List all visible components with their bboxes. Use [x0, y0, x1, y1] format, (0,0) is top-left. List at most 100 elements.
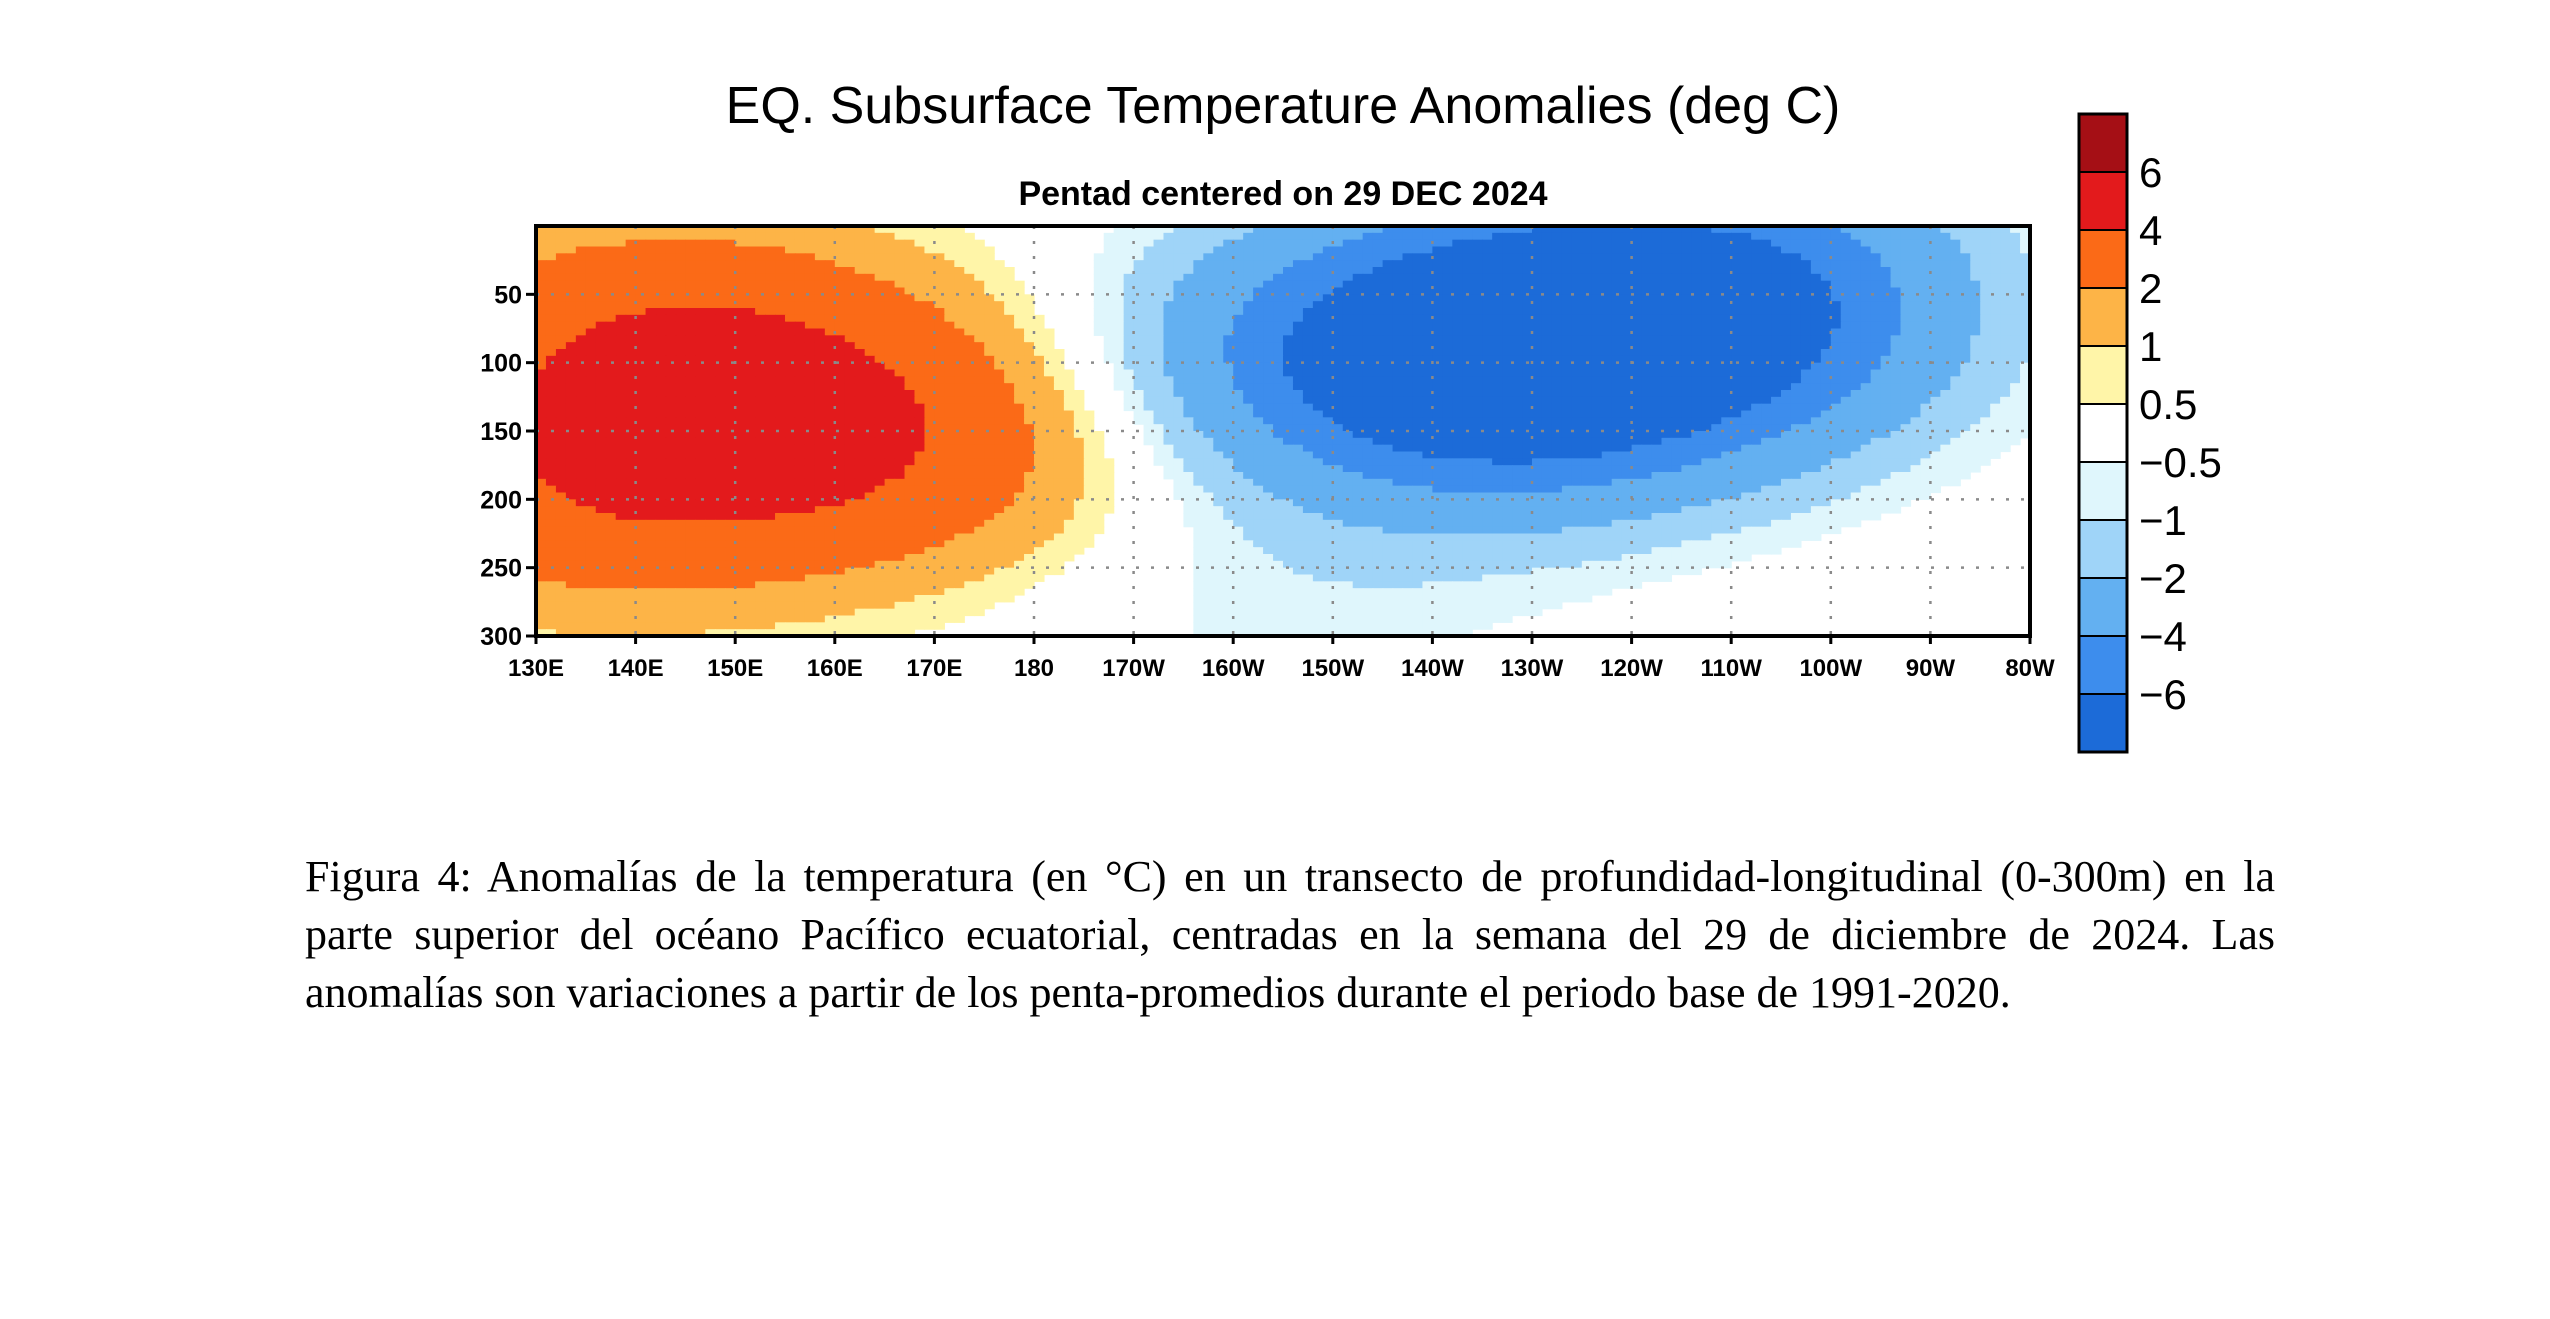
- anomaly-cell: [1850, 403, 1862, 412]
- anomaly-cell: [565, 280, 577, 289]
- anomaly-cell: [755, 355, 766, 364]
- anomaly-cell: [645, 328, 657, 336]
- anomaly-cell: [565, 431, 577, 439]
- anomaly-cell: [864, 308, 876, 316]
- anomaly-cell: [1840, 280, 1852, 289]
- anomaly-cell: [1263, 355, 1274, 364]
- anomaly-cell: [665, 328, 677, 336]
- anomaly-cell: [1741, 301, 1752, 309]
- anomaly-cell: [974, 458, 985, 466]
- anomaly-cell: [1830, 267, 1842, 275]
- anomaly-cell: [1302, 424, 1314, 432]
- anomaly-cell: [625, 424, 637, 432]
- anomaly-cell: [1103, 308, 1115, 316]
- anomaly-cell: [1880, 417, 1892, 425]
- anomaly-cell: [1930, 232, 1941, 241]
- anomaly-cell: [705, 321, 716, 330]
- anomaly-cell: [994, 260, 1005, 268]
- anomaly-cell: [1283, 246, 1294, 254]
- anomaly-cell: [1681, 410, 1692, 418]
- anomaly-cell: [1591, 369, 1603, 377]
- anomaly-cell: [854, 451, 866, 459]
- anomaly-cell: [1840, 383, 1852, 391]
- anomaly-cell: [1860, 273, 1872, 282]
- anomaly-cell: [536, 355, 547, 364]
- anomaly-cell: [1173, 321, 1184, 330]
- anomaly-cell: [1024, 321, 1035, 330]
- anomaly-cell: [675, 246, 686, 254]
- anomaly-cell: [1930, 349, 1941, 357]
- anomaly-cell: [844, 267, 856, 275]
- anomaly-cell: [994, 437, 1005, 446]
- anomaly-cell: [1362, 403, 1374, 412]
- anomaly-cell: [914, 362, 926, 371]
- anomaly-cell: [854, 417, 866, 425]
- anomaly-cell: [924, 396, 935, 405]
- anomaly-cell: [1641, 355, 1653, 364]
- anomaly-cell: [765, 451, 776, 459]
- anomaly-cell: [1452, 308, 1463, 316]
- anomaly-cell: [555, 226, 567, 234]
- anomaly-cell: [824, 267, 836, 275]
- anomaly-cell: [1870, 314, 1882, 323]
- anomaly-cell: [964, 417, 975, 425]
- anomaly-cell: [954, 335, 965, 343]
- anomaly-cell: [884, 335, 896, 343]
- anomaly-cell: [854, 424, 866, 432]
- anomaly-cell: [1771, 362, 1782, 371]
- anomaly-cell: [675, 376, 686, 384]
- anomaly-cell: [1910, 280, 1922, 289]
- anomaly-cell: [1492, 410, 1503, 418]
- anomaly-cell: [994, 396, 1005, 405]
- anomaly-cell: [1741, 253, 1752, 261]
- anomaly-cell: [785, 424, 796, 432]
- anomaly-cell: [755, 287, 766, 295]
- anomaly-cell: [665, 431, 677, 439]
- anomaly-cell: [1541, 417, 1553, 425]
- anomaly-cell: [1502, 417, 1513, 425]
- anomaly-cell: [605, 369, 617, 377]
- anomaly-cell: [1721, 437, 1732, 446]
- anomaly-cell: [625, 239, 637, 248]
- anomaly-cell: [1571, 451, 1583, 459]
- anomaly-cell: [1830, 328, 1842, 336]
- anomaly-cell: [1004, 403, 1015, 412]
- anomaly-cell: [1133, 232, 1145, 241]
- anomaly-cell: [1153, 451, 1165, 459]
- anomaly-cell: [585, 376, 597, 384]
- anomaly-cell: [555, 308, 567, 316]
- anomaly-cell: [1960, 321, 1971, 330]
- anomaly-cell: [575, 273, 587, 282]
- anomaly-cell: [545, 431, 557, 439]
- anomaly-cell: [1452, 239, 1463, 248]
- anomaly-cell: [1302, 301, 1314, 309]
- anomaly-cell: [924, 403, 935, 412]
- anomaly-cell: [1492, 328, 1503, 336]
- anomaly-cell: [1990, 431, 2001, 439]
- anomaly-cell: [715, 246, 726, 254]
- anomaly-cell: [1920, 451, 1931, 459]
- anomaly-cell: [1372, 253, 1384, 261]
- anomaly-cell: [715, 355, 726, 364]
- anomaly-cell: [1163, 390, 1175, 398]
- anomaly-cell: [1910, 335, 1922, 343]
- anomaly-cell: [1671, 376, 1682, 384]
- anomaly-cell: [1920, 417, 1931, 425]
- anomaly-cell: [1830, 349, 1842, 357]
- anomaly-cell: [615, 362, 627, 371]
- anomaly-cell: [1213, 273, 1224, 282]
- anomaly-cell: [725, 273, 736, 282]
- anomaly-cell: [715, 267, 726, 275]
- anomaly-cell: [1840, 362, 1852, 371]
- anomaly-cell: [765, 314, 776, 323]
- anomaly-cell: [1133, 239, 1145, 248]
- anomaly-cell: [595, 239, 607, 248]
- anomaly-cell: [1850, 431, 1862, 439]
- anomaly-cell: [595, 355, 607, 364]
- anomaly-cell: [1990, 335, 2001, 343]
- anomaly-cell: [874, 314, 886, 323]
- anomaly-cell: [1781, 260, 1792, 268]
- anomaly-cell: [1283, 314, 1294, 323]
- anomaly-cell: [536, 335, 547, 343]
- anomaly-cell: [685, 451, 696, 459]
